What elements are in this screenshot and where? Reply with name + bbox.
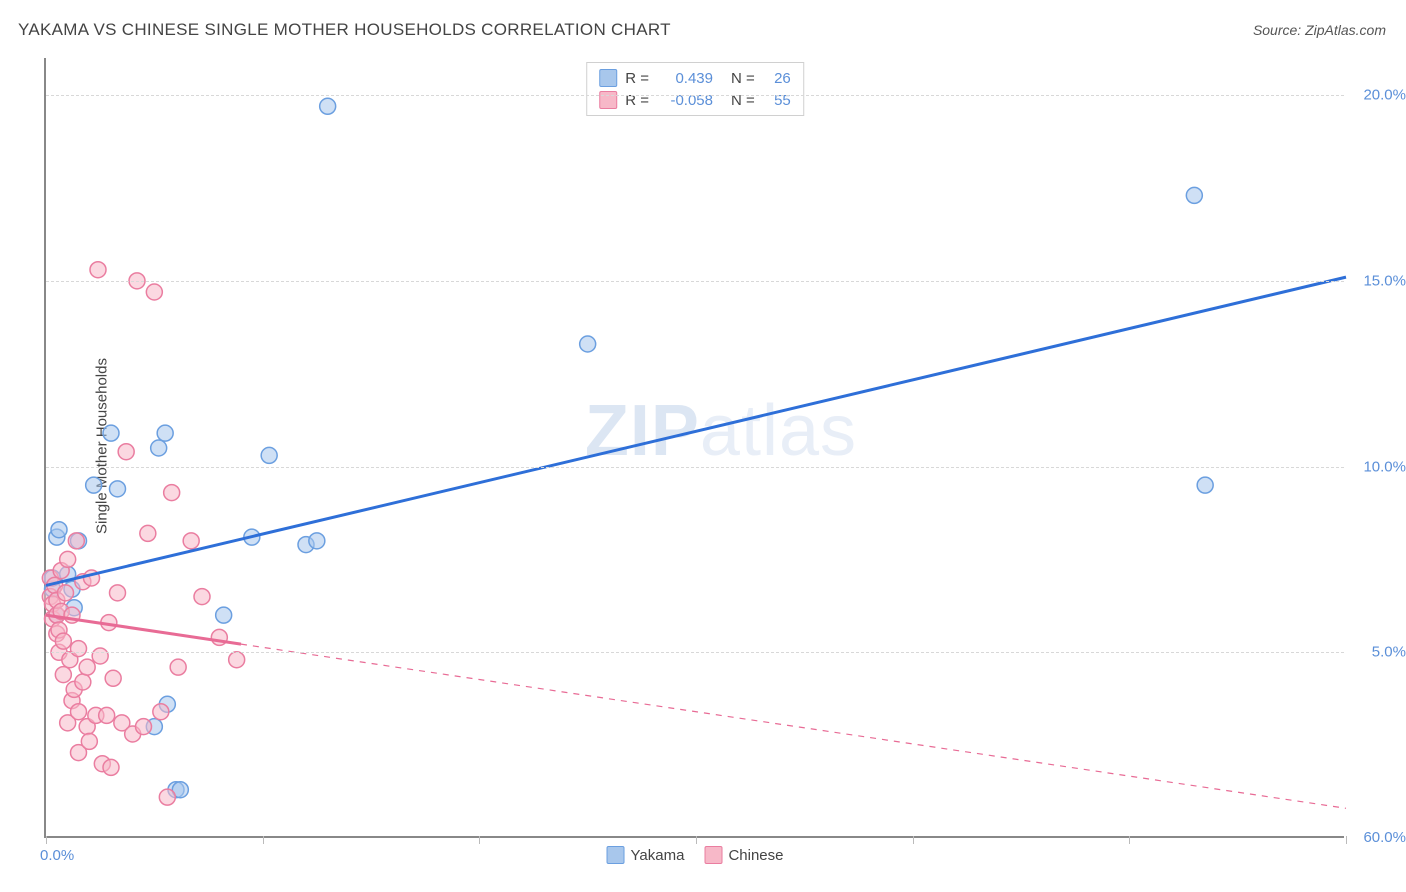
scatter-point — [55, 667, 71, 683]
scatter-point — [71, 641, 87, 657]
legend-n-label: N = — [731, 70, 755, 87]
scatter-point — [320, 98, 336, 114]
scatter-point — [75, 674, 91, 690]
scatter-point — [216, 607, 232, 623]
scatter-point — [60, 551, 76, 567]
x-tick — [46, 836, 47, 844]
series-name: Chinese — [728, 847, 783, 864]
scatter-point — [110, 481, 126, 497]
scatter-point — [58, 585, 74, 601]
x-tick — [479, 836, 480, 844]
legend-r-value: -0.058 — [657, 92, 713, 109]
legend-n-value: 55 — [763, 92, 791, 109]
scatter-point — [71, 704, 87, 720]
scatter-point — [99, 707, 115, 723]
scatter-point — [1197, 477, 1213, 493]
source-label: Source: ZipAtlas.com — [1253, 22, 1386, 38]
scatter-point — [105, 670, 121, 686]
legend-swatch — [599, 91, 617, 109]
scatter-point — [164, 485, 180, 501]
trend-line — [46, 277, 1346, 585]
series-legend-item: Chinese — [704, 846, 783, 864]
scatter-point — [183, 533, 199, 549]
grid-line — [46, 95, 1344, 96]
scatter-point — [153, 704, 169, 720]
legend-r-label: R = — [625, 70, 649, 87]
chart-title: YAKAMA VS CHINESE SINGLE MOTHER HOUSEHOL… — [18, 20, 671, 40]
legend-swatch — [599, 69, 617, 87]
scatter-point — [229, 652, 245, 668]
scatter-point — [103, 425, 119, 441]
correlation-legend: R = 0.439 N = 26 R = -0.058 N = 55 — [586, 62, 804, 116]
legend-n-label: N = — [731, 92, 755, 109]
scatter-point — [146, 284, 162, 300]
scatter-point — [309, 533, 325, 549]
legend-r-label: R = — [625, 92, 649, 109]
series-legend: Yakama Chinese — [607, 846, 784, 864]
scatter-point — [68, 533, 84, 549]
scatter-point — [92, 648, 108, 664]
legend-row: R = -0.058 N = 55 — [599, 89, 791, 111]
scatter-point — [118, 444, 134, 460]
x-tick — [1346, 836, 1347, 844]
scatter-point — [103, 759, 119, 775]
y-tick-label: 10.0% — [1363, 458, 1406, 475]
x-tick-label: 60.0% — [1363, 829, 1406, 846]
scatter-point — [81, 733, 97, 749]
series-name: Yakama — [631, 847, 685, 864]
scatter-point — [1186, 187, 1202, 203]
x-tick — [263, 836, 264, 844]
scatter-point — [136, 719, 152, 735]
legend-row: R = 0.439 N = 26 — [599, 67, 791, 89]
scatter-point — [261, 447, 277, 463]
y-tick-label: 20.0% — [1363, 87, 1406, 104]
scatter-point — [86, 477, 102, 493]
grid-line — [46, 652, 1344, 653]
scatter-point — [79, 659, 95, 675]
grid-line — [46, 467, 1344, 468]
grid-line — [46, 281, 1344, 282]
scatter-point — [55, 633, 71, 649]
scatter-point — [151, 440, 167, 456]
scatter-point — [159, 789, 175, 805]
scatter-point — [170, 659, 186, 675]
series-legend-item: Yakama — [607, 846, 685, 864]
legend-swatch — [607, 846, 625, 864]
x-tick-label: 0.0% — [40, 847, 74, 864]
scatter-point — [157, 425, 173, 441]
y-tick-label: 15.0% — [1363, 272, 1406, 289]
plot-svg — [46, 58, 1344, 836]
x-tick — [696, 836, 697, 844]
legend-n-value: 26 — [763, 70, 791, 87]
x-tick — [913, 836, 914, 844]
scatter-point — [110, 585, 126, 601]
trend-line-dashed — [241, 644, 1346, 808]
scatter-point — [90, 262, 106, 278]
plot-area: ZIPatlas R =0.439N =26R =-0.058N =55 Yak… — [44, 58, 1344, 838]
x-tick — [1129, 836, 1130, 844]
y-tick-label: 5.0% — [1372, 644, 1406, 661]
legend-swatch — [704, 846, 722, 864]
scatter-point — [580, 336, 596, 352]
scatter-point — [194, 589, 210, 605]
scatter-point — [140, 525, 156, 541]
scatter-point — [51, 522, 67, 538]
legend-r-value: 0.439 — [657, 70, 713, 87]
chart-container: YAKAMA VS CHINESE SINGLE MOTHER HOUSEHOL… — [0, 0, 1406, 892]
trend-line — [46, 615, 241, 644]
